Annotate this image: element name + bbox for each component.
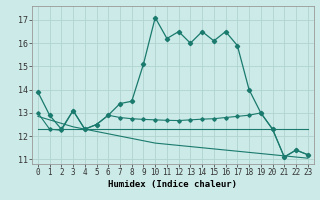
X-axis label: Humidex (Indice chaleur): Humidex (Indice chaleur) — [108, 180, 237, 189]
